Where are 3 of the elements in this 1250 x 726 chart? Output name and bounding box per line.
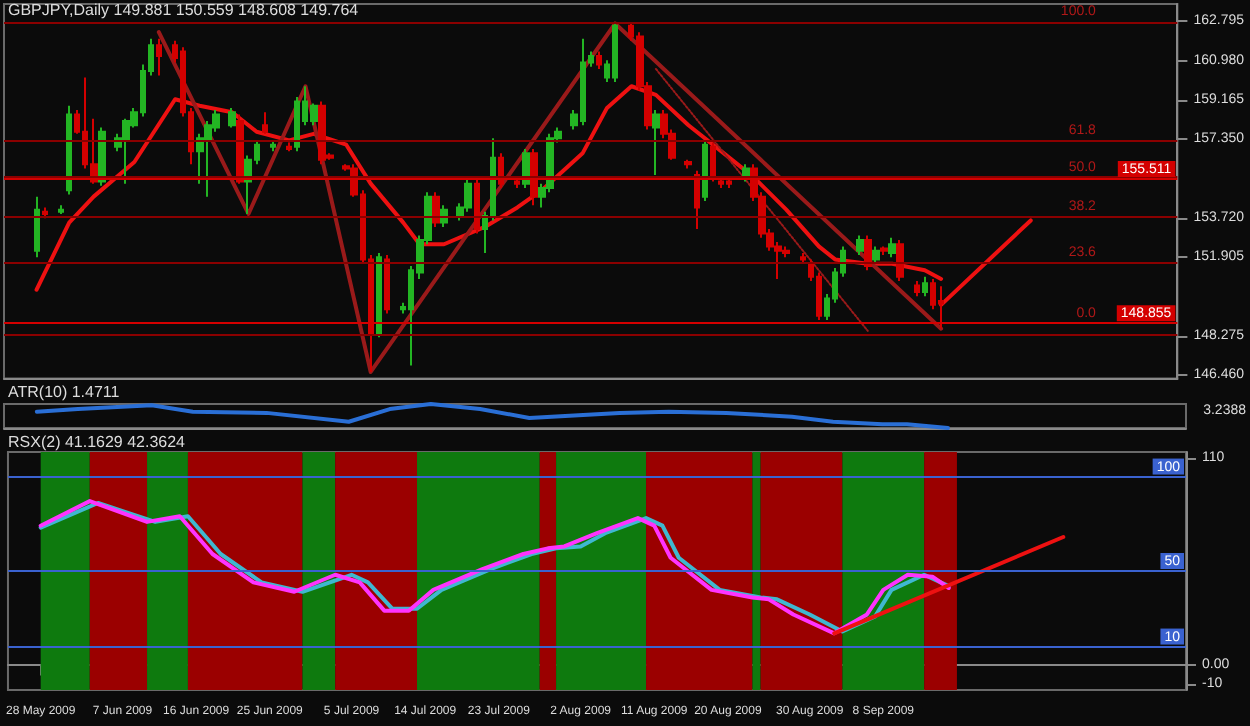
chart-title: RSX(2) 41.1629 42.3624 — [8, 433, 187, 451]
chart-title: GBPJPY,Daily 149.881 150.559 148.608 149.764 — [8, 1, 360, 19]
chart-title: ATR(10) 1.4711 — [8, 383, 121, 401]
